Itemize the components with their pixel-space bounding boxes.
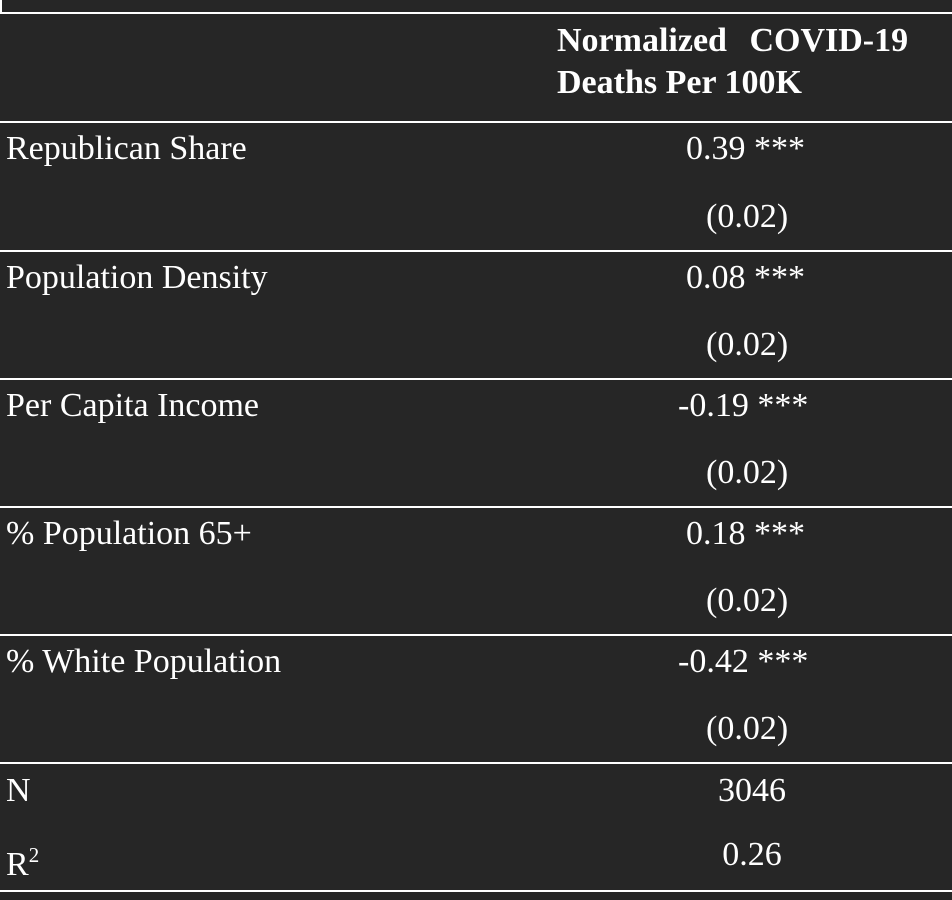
coef-population-65: 0.18 *** — [686, 514, 805, 554]
significance-stars: *** — [754, 259, 805, 296]
coef-value: -0.19 — [678, 387, 749, 424]
row-label-white-population: % White Population — [6, 643, 282, 680]
table-top-rule — [0, 12, 952, 14]
coef-population-density: 0.08 *** — [686, 258, 805, 298]
se-population-density: (0.02) — [706, 326, 789, 363]
row-rule — [0, 634, 952, 636]
r-squared-superscript: 2 — [28, 843, 40, 867]
coef-value: 0.08 — [686, 259, 746, 296]
row-label-per-capita-income: Per Capita Income — [6, 387, 260, 424]
significance-stars: *** — [757, 643, 809, 680]
column-header: Normalized COVID-19 Deaths Per 100K — [557, 20, 908, 104]
se-white-population: (0.02) — [706, 710, 789, 747]
row-label-population-density: Population Density — [6, 259, 268, 296]
row-label-n: N — [6, 772, 31, 809]
coef-value: -0.42 — [678, 643, 749, 680]
se-population-65: (0.02) — [706, 582, 789, 619]
coef-republican-share: 0.39 *** — [686, 129, 805, 169]
row-rule — [0, 506, 952, 508]
n-value: 3046 — [718, 772, 786, 809]
coef-white-population: -0.42 *** — [678, 642, 808, 682]
table-bottom-rule — [0, 890, 952, 892]
column-header-line-2: Deaths Per 100K — [557, 64, 802, 101]
significance-stars: *** — [754, 515, 805, 552]
coef-value: 0.18 — [686, 515, 746, 552]
se-per-capita-income: (0.02) — [706, 454, 789, 491]
row-rule — [0, 250, 952, 252]
row-rule — [0, 762, 952, 764]
header-rule — [0, 121, 952, 123]
row-label-r-squared: R2 — [6, 835, 39, 885]
coef-per-capita-income: -0.19 *** — [678, 386, 808, 426]
row-rule — [0, 378, 952, 380]
row-label-population-65: % Population 65+ — [6, 515, 252, 552]
coef-value: 0.39 — [686, 130, 746, 167]
r-squared-value: 0.26 — [722, 836, 782, 873]
significance-stars: *** — [757, 387, 809, 424]
column-header-line-1: Normalized COVID-19 — [557, 22, 909, 59]
significance-stars: *** — [754, 130, 805, 167]
r-squared-letter: R — [6, 846, 29, 883]
row-label-republican-share: Republican Share — [6, 130, 247, 167]
se-republican-share: (0.02) — [706, 198, 789, 235]
corner-mark — [0, 0, 2, 12]
